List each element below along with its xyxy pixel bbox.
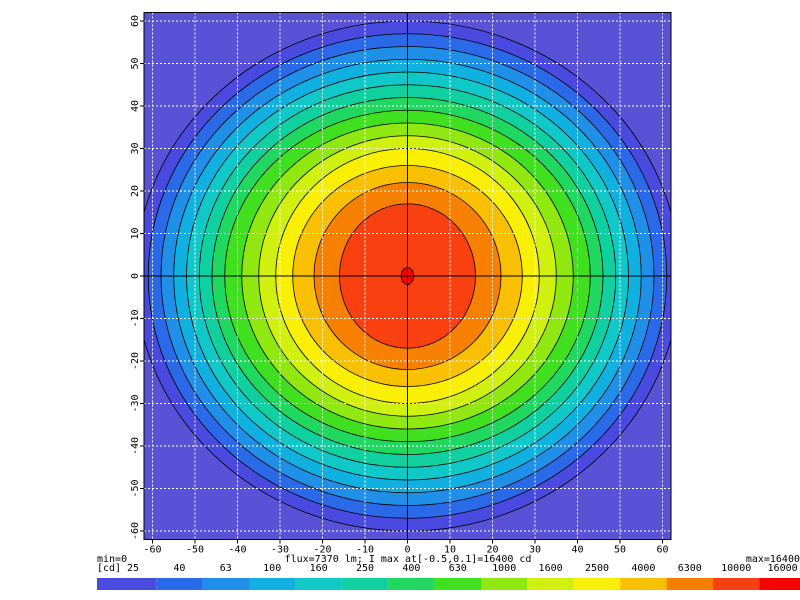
- x-tick-label: -40: [228, 545, 246, 556]
- y-tick-label: 0: [130, 273, 141, 279]
- colorbar-tick-label: 1600: [539, 563, 563, 574]
- colorbar-tick-label: 250: [356, 563, 374, 574]
- colorbar-segment: [202, 578, 249, 590]
- x-tick-label: -20: [313, 545, 331, 556]
- colorbar-tick-label: 63: [220, 563, 232, 574]
- y-tick-label: -40: [130, 437, 141, 455]
- colorbar-tick-label: 10000: [721, 563, 751, 574]
- y-tick-label: 40: [130, 100, 141, 112]
- y-tick-label: -60: [130, 522, 141, 540]
- x-tick-label: 20: [486, 545, 498, 556]
- y-tick-label: -30: [130, 394, 141, 412]
- x-tick-label: 60: [656, 545, 668, 556]
- x-tick-label: -30: [271, 545, 289, 556]
- max-label: max=16400: [746, 554, 800, 565]
- annotation: flux=7370 lm; I max at[-0.5,0.1]=16400 c…: [285, 554, 532, 565]
- y-tick-label: 20: [130, 185, 141, 197]
- colorbar-tick-label: 100: [263, 563, 281, 574]
- x-tick-label: 30: [529, 545, 541, 556]
- y-tick-label: -10: [130, 309, 141, 327]
- colorbar-segment: [156, 578, 203, 590]
- colorbar-segment: [527, 578, 574, 590]
- colorbar-tick-label: 16000: [768, 563, 798, 574]
- colorbar-segment: [666, 578, 713, 590]
- colorbar-segment: [341, 578, 389, 590]
- plot-frame: [143, 12, 672, 540]
- colorbar-segment: [620, 578, 667, 590]
- colorbar-tick-label: 4000: [631, 563, 655, 574]
- y-tick-label: 50: [130, 57, 141, 69]
- y-tick-label: 60: [130, 15, 141, 27]
- x-tick-label: 10: [444, 545, 456, 556]
- y-tick-label: 30: [130, 142, 141, 154]
- colorbar-tick-label: 630: [449, 563, 467, 574]
- x-tick-label: 50: [614, 545, 626, 556]
- colorbar-segment: [97, 578, 157, 590]
- x-tick-label: 0: [404, 545, 410, 556]
- colorbar-unit: [cd]: [97, 563, 121, 574]
- colorbar-segment: [713, 578, 760, 590]
- colorbar-segment: [759, 578, 800, 590]
- colorbar-segment: [388, 578, 435, 590]
- colorbar-tick-label: 40: [173, 563, 185, 574]
- x-tick-label: 40: [571, 545, 583, 556]
- axes: -60 -50 -40 -30 -20 -10 0 10 20 30 40 50 60 -60 -50 -40…: [130, 12, 672, 556]
- y-tick-label: 10: [130, 227, 141, 239]
- colorbar: 25 40 63 100 160 250 400 630 1000 1600 2500 4000 630…: [97, 563, 800, 590]
- colorbar-segment: [434, 578, 481, 590]
- colorbar-segment: [481, 578, 528, 590]
- colorbar-tick-label: 400: [402, 563, 420, 574]
- colorbar-segment: [249, 578, 296, 590]
- y-tick-label: -50: [130, 479, 141, 497]
- plot-area: [144, 12, 671, 540]
- min-label: min=0: [97, 554, 127, 565]
- colorbar-tick-label: 2500: [585, 563, 609, 574]
- colorbar-tick-label: 6300: [678, 563, 702, 574]
- x-tick-label: -50: [186, 545, 204, 556]
- x-tick-label: -60: [143, 545, 161, 556]
- colorbar-segment: [573, 578, 621, 590]
- x-tick-label: -10: [356, 545, 374, 556]
- colorbar-tick-label: 1000: [492, 563, 516, 574]
- y-tick-label: -20: [130, 352, 141, 370]
- colorbar-segment: [295, 578, 342, 590]
- colorbar-tick-label: 160: [310, 563, 328, 574]
- colorbar-tick-label: 25: [127, 563, 139, 574]
